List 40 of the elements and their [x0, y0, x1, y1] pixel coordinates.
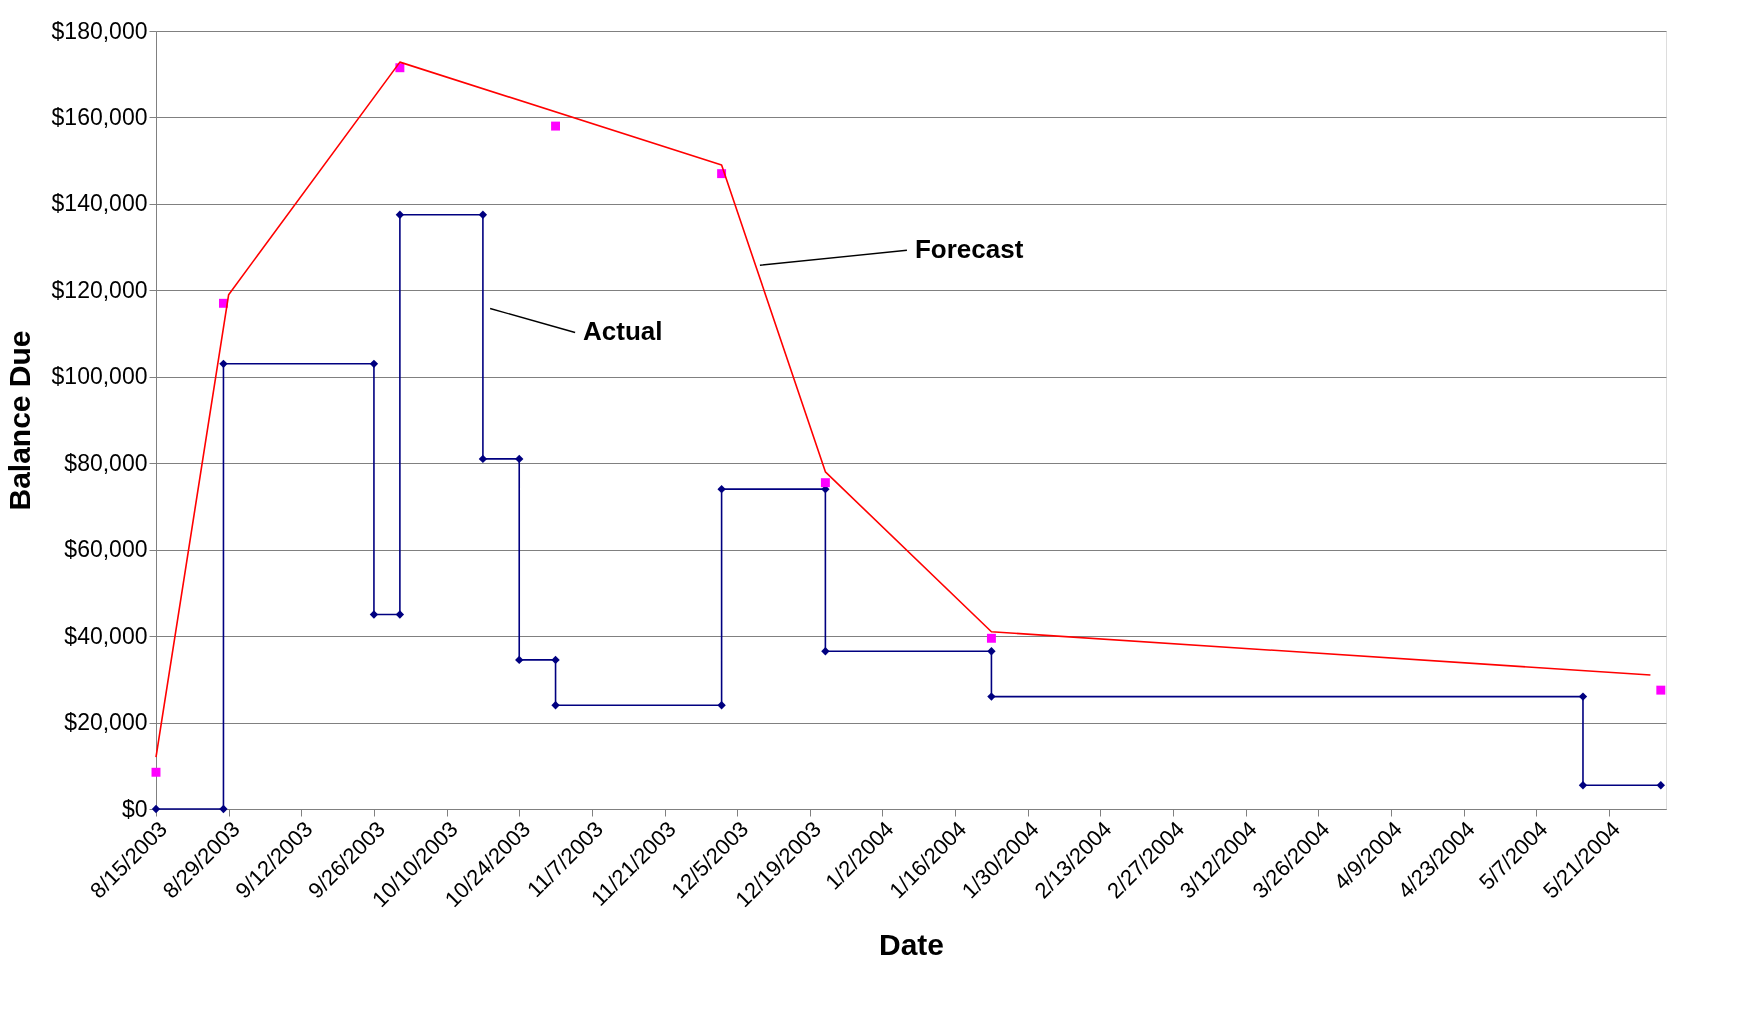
point [1656, 781, 1665, 790]
y-axis-title: Balance Due [2, 330, 36, 511]
y-tick-label: $140,000 [51, 190, 148, 217]
point [820, 478, 830, 488]
point [369, 610, 379, 619]
point [219, 804, 228, 814]
point [151, 767, 161, 777]
point [821, 647, 830, 656]
y-tick-label: $80,000 [64, 449, 148, 476]
point [987, 692, 996, 701]
y-tick-label: $40,000 [64, 622, 148, 649]
point [1656, 685, 1666, 695]
point [515, 454, 524, 464]
point [478, 210, 488, 219]
y-tick-label: $20,000 [64, 709, 148, 736]
annotation: Actual [583, 316, 663, 347]
point [987, 647, 996, 656]
y-tick-label: $180,000 [51, 17, 148, 44]
point [515, 655, 524, 665]
point [717, 484, 726, 494]
point [1578, 692, 1588, 701]
point [219, 359, 228, 368]
point [986, 633, 996, 643]
x-axis-title: Date [878, 928, 945, 962]
y-tick-label: $0 [121, 795, 148, 822]
point [551, 655, 560, 665]
point [478, 454, 488, 464]
point [369, 359, 379, 368]
point [717, 701, 726, 710]
point [551, 121, 561, 131]
y-tick-label: $100,000 [51, 363, 148, 390]
point [551, 701, 560, 710]
y-tick-label: $60,000 [64, 536, 148, 563]
point [395, 210, 405, 219]
line-series [155, 61, 1652, 758]
y-tick-label: $120,000 [51, 276, 148, 303]
y-tick-label: $160,000 [51, 103, 148, 130]
point [1578, 781, 1588, 790]
point [395, 610, 405, 619]
annotation: Forecast [914, 234, 1024, 265]
